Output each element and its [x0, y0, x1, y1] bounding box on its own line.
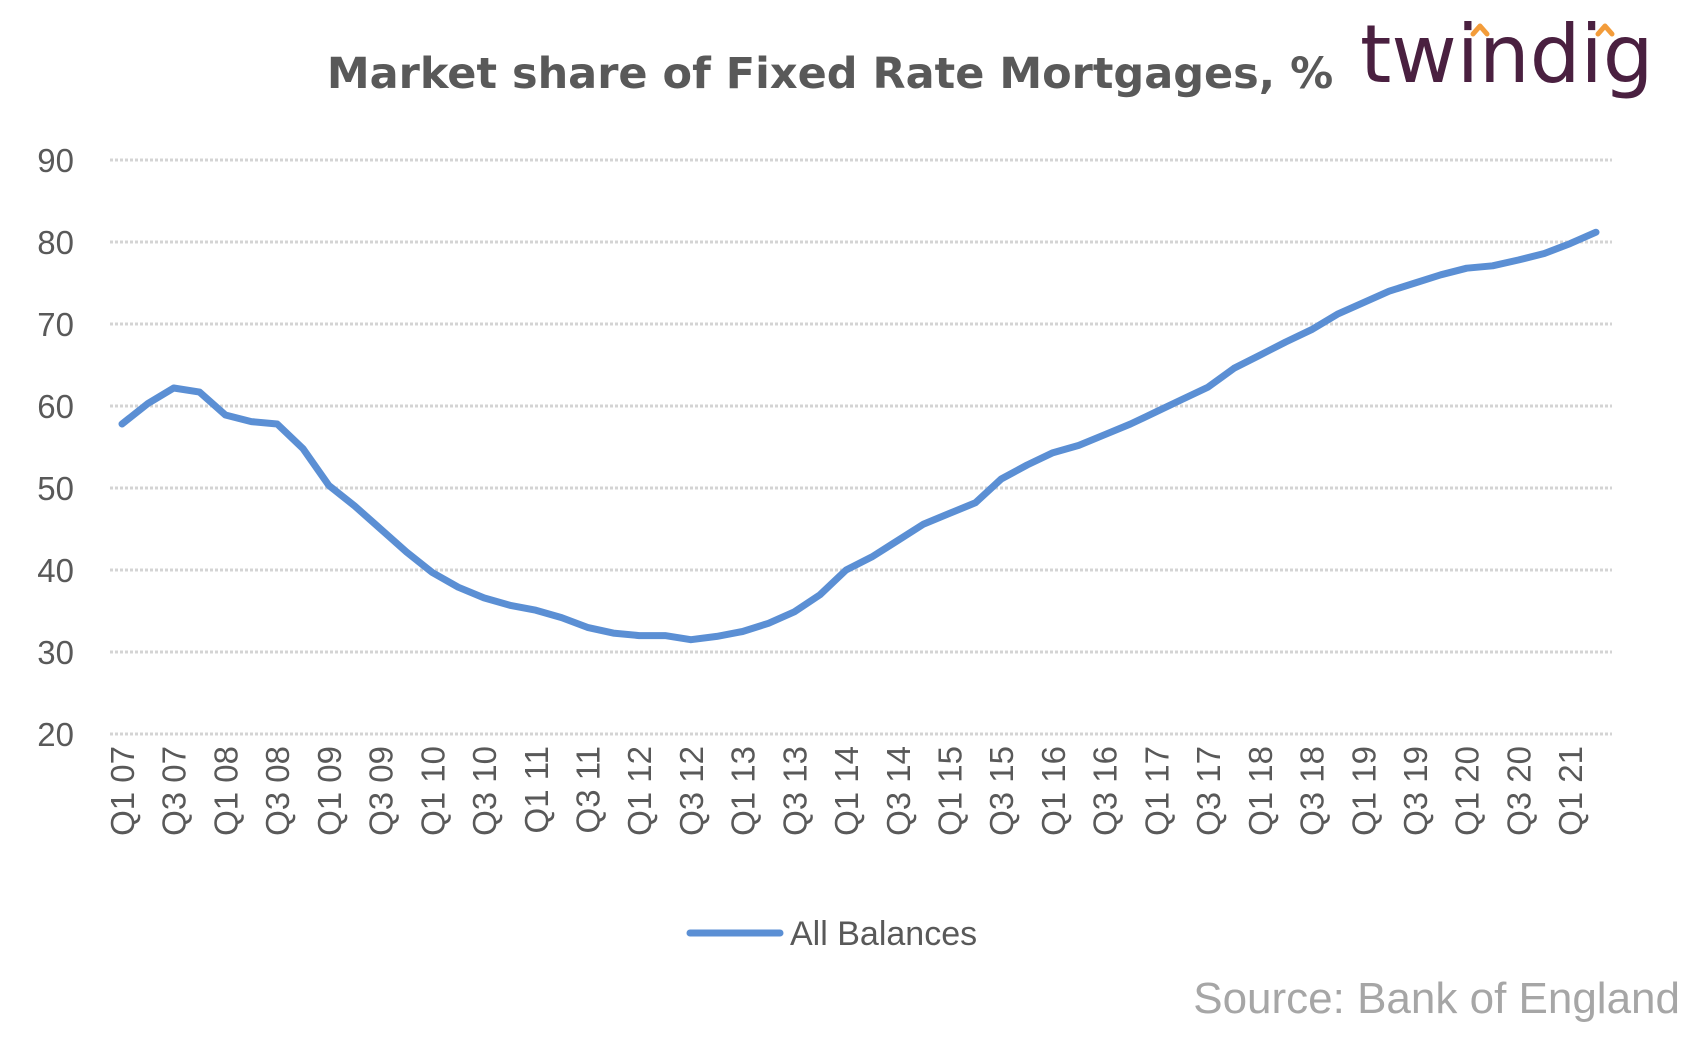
series-line-all-balances: [118, 228, 1600, 644]
x-tick-label: Q1 16: [1035, 746, 1072, 836]
x-tick-label: Q1 13: [725, 746, 762, 836]
x-tick-label: Q3 13: [776, 746, 813, 836]
series-group: [118, 228, 1600, 644]
x-tick-label: Q1 09: [311, 746, 348, 836]
x-tick-label: Q3 09: [363, 746, 400, 836]
legend: All Balances: [686, 915, 977, 953]
x-axis-ticks: Q1 07 Q3 07 Q1 08 Q3 08 Q1 09 Q3 09 Q1 10 Q3 10…: [104, 746, 1589, 836]
x-tick-label: Q1 19: [1345, 746, 1382, 836]
x-tick-label: Q1 17: [1138, 746, 1175, 836]
y-axis-ticks: 20 30 40 50 60 70 80 90: [37, 142, 74, 753]
logo-text: twindig: [1360, 8, 1654, 101]
x-tick-label: Q3 11: [569, 746, 606, 833]
logo: twindig: [1360, 8, 1654, 101]
x-tick-label: Q1 08: [207, 746, 244, 836]
x-tick-label: Q3 19: [1397, 746, 1434, 836]
logo-accent-icon-2: [1595, 23, 1615, 37]
y-tick-label: 80: [37, 224, 74, 261]
x-tick-label: Q3 10: [466, 746, 503, 836]
gridlines: [110, 158, 1612, 736]
x-tick-label: Q3 12: [673, 746, 710, 836]
x-tick-label: Q3 20: [1500, 746, 1537, 836]
source-note: Source: Bank of England: [1193, 974, 1680, 1023]
chart-title: Market share of Fixed Rate Mortgages, %: [327, 49, 1333, 99]
legend-label: All Balances: [790, 915, 977, 953]
y-tick-label: 40: [37, 552, 74, 589]
x-tick-label: Q3 16: [1087, 746, 1124, 836]
x-tick-label: Q1 07: [104, 746, 141, 836]
x-tick-label: Q3 08: [259, 746, 296, 836]
x-tick-label: Q1 12: [621, 746, 658, 836]
y-tick-label: 90: [37, 142, 74, 179]
x-tick-label: Q1 20: [1449, 746, 1486, 836]
x-tick-label: Q3 17: [1190, 746, 1227, 836]
x-tick-label: Q1 10: [414, 746, 451, 836]
x-tick-label: Q1 18: [1242, 746, 1279, 836]
y-tick-label: 70: [37, 306, 74, 343]
x-tick-label: Q1 11: [518, 746, 555, 833]
x-tick-label: Q3 14: [880, 746, 917, 836]
y-tick-label: 50: [37, 470, 74, 507]
y-tick-label: 60: [37, 388, 74, 425]
y-tick-label: 30: [37, 634, 74, 671]
x-tick-label: Q3 15: [983, 746, 1020, 836]
x-tick-label: Q3 07: [156, 746, 193, 836]
x-tick-label: Q1 15: [932, 746, 969, 836]
y-tick-label: 20: [37, 716, 74, 753]
x-tick-label: Q3 18: [1294, 746, 1331, 836]
x-tick-label: Q1 14: [828, 746, 865, 836]
x-tick-label: Q1 21: [1552, 746, 1589, 836]
logo-accent-icon: [1470, 23, 1490, 37]
